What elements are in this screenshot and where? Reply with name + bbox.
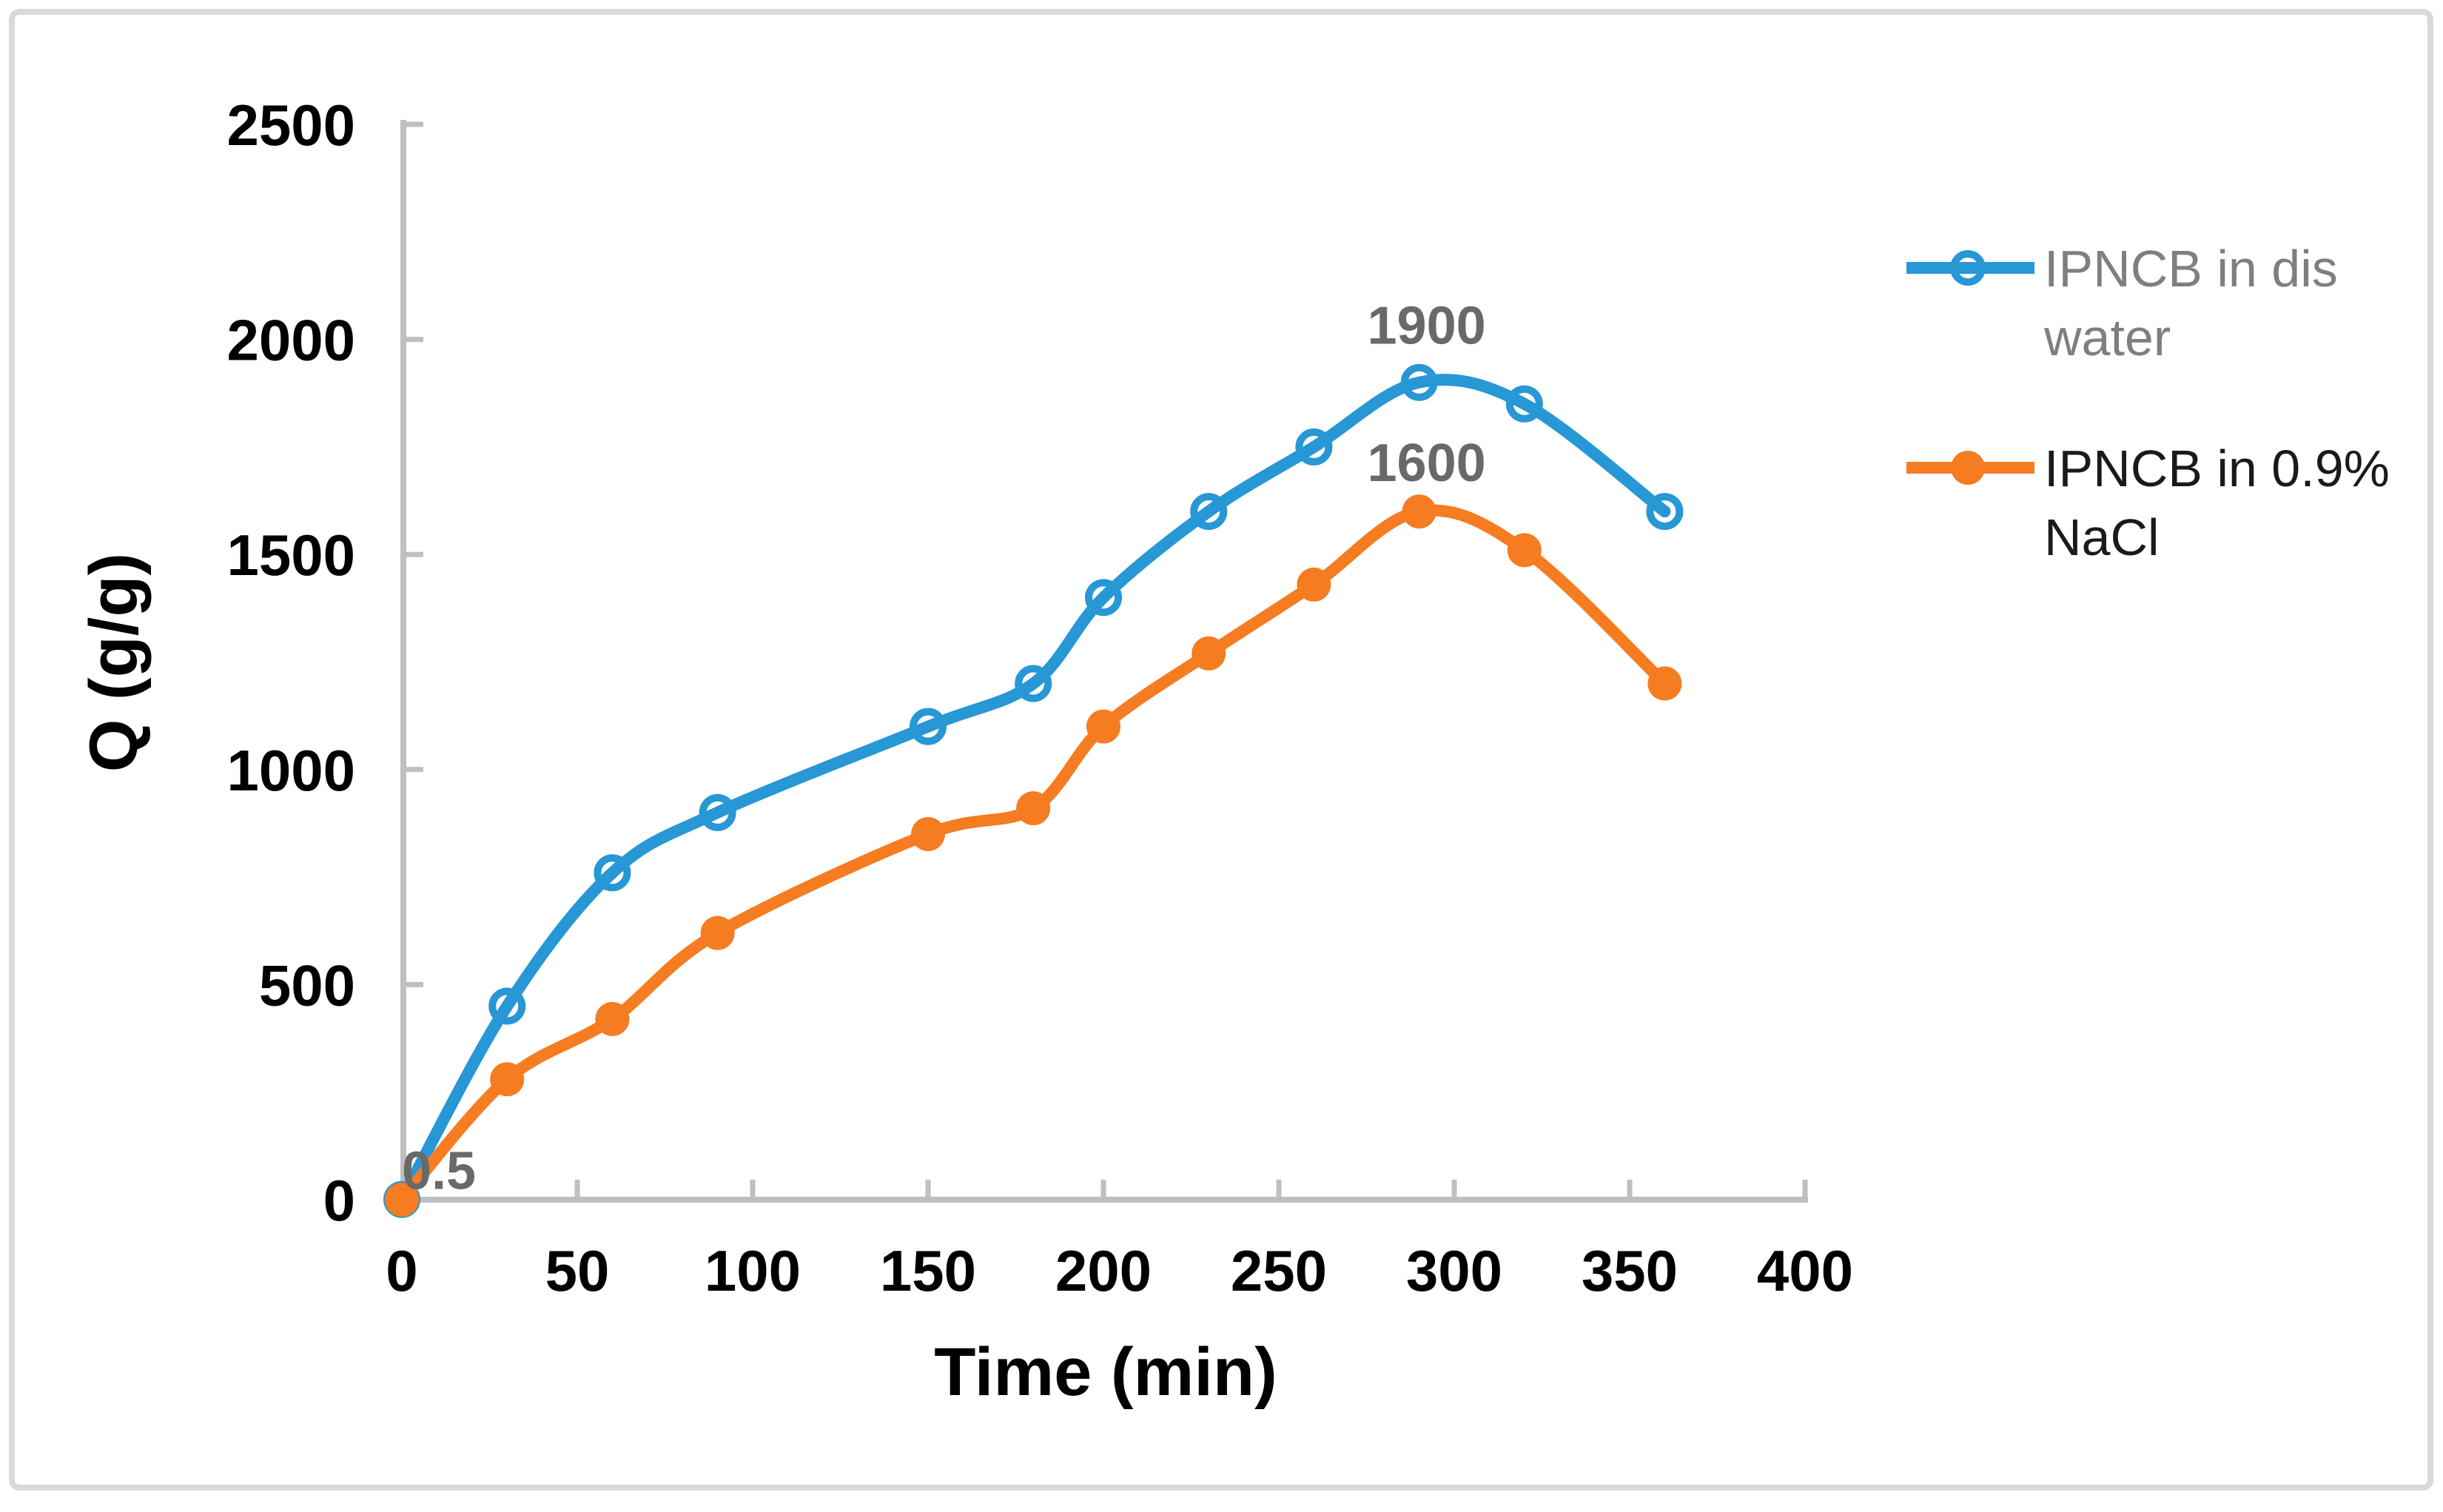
data-label-start-value: 0.5	[402, 1142, 476, 1201]
legend-label-line1: IPNCB in dis	[2044, 240, 2338, 298]
y-axis-title: Q (g/g)	[76, 553, 152, 772]
filled-circle-marker-icon	[1086, 709, 1120, 744]
legend-item-nacl: IPNCB in 0.9% NaCl	[1906, 440, 2390, 566]
legend-label-line2: NaCl	[2044, 508, 2160, 566]
data-label-nacl-peak: 1600	[1368, 434, 1486, 493]
y-tick-label: 500	[259, 952, 355, 1018]
open-circle-marker-icon	[1015, 665, 1052, 702]
filled-circle-marker-icon	[1297, 567, 1331, 602]
open-circle-marker-icon	[1085, 579, 1122, 616]
x-tick-label: 400	[1757, 1238, 1853, 1303]
data-label-dis-water-peak: 1900	[1368, 297, 1486, 356]
filled-circle-marker-icon	[595, 1001, 630, 1036]
filled-circle-marker-icon	[1016, 791, 1051, 826]
filled-circle-marker-icon	[1402, 494, 1436, 529]
legend-label-line2: water	[2043, 309, 2171, 366]
filled-circle-marker-icon	[700, 915, 735, 950]
y-tick-label: 0	[323, 1168, 355, 1233]
series-lines	[383, 363, 1684, 1218]
y-tick-label: 2500	[226, 93, 355, 158]
filled-circle-marker-icon	[1507, 533, 1542, 568]
filled-circle-marker-icon	[1192, 636, 1226, 671]
axes: 0 500 1000 1500 2000 2500 0 50 100 150 200 250 300 35…	[226, 93, 1853, 1303]
x-tick-label: 350	[1582, 1238, 1678, 1303]
legend: IPNCB in dis water IPNCB in 0.9% NaCl	[1906, 240, 2390, 566]
legend-label-line1: IPNCB in 0.9%	[2044, 440, 2390, 497]
open-circle-marker-icon	[1295, 428, 1333, 466]
x-axis-title: Time (min)	[934, 1334, 1277, 1410]
x-tick-label: 50	[545, 1238, 610, 1303]
x-tick-label: 200	[1055, 1238, 1152, 1303]
x-tick-label: 100	[705, 1238, 801, 1303]
open-circle-marker-icon	[488, 987, 526, 1025]
x-tick-label: 150	[880, 1238, 976, 1303]
open-circle-marker-icon	[1400, 363, 1438, 401]
open-circle-marker-icon	[1190, 493, 1228, 531]
x-tick-label: 0	[386, 1238, 417, 1303]
open-circle-marker-icon	[1505, 385, 1543, 423]
open-circle-marker-icon	[910, 708, 947, 745]
open-circle-marker-icon	[1646, 493, 1684, 531]
open-circle-marker-icon	[699, 793, 736, 831]
filled-circle-marker-icon	[385, 1183, 419, 1217]
y-tick-label: 1000	[226, 738, 355, 803]
legend-item-dis-water: IPNCB in dis water	[1906, 240, 2338, 366]
x-tick-label: 300	[1406, 1238, 1502, 1303]
x-tick-label: 250	[1231, 1238, 1327, 1303]
chart-border	[9, 9, 2433, 1491]
open-circle-marker-icon	[594, 854, 631, 892]
legend-filled-circle-marker-icon	[1951, 451, 1985, 485]
y-tick-label: 2000	[226, 308, 355, 373]
legend-open-circle-marker-icon	[1950, 250, 1986, 286]
filled-circle-marker-icon	[490, 1062, 525, 1097]
filled-circle-marker-icon	[1647, 666, 1682, 701]
y-tick-label: 1500	[226, 523, 355, 588]
filled-circle-marker-icon	[911, 816, 945, 851]
